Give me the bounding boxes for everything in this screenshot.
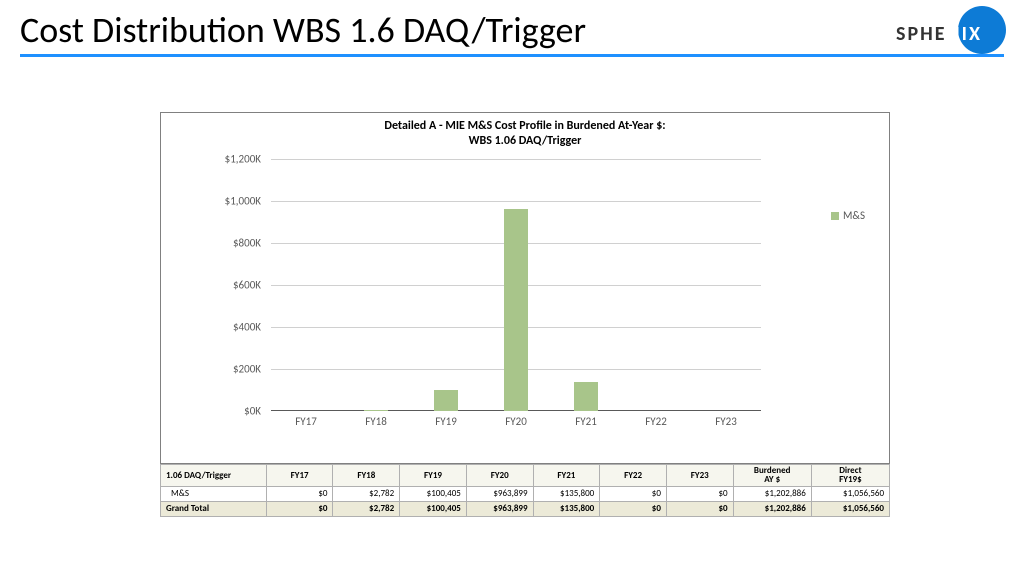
x-tick-label: FY18 <box>351 415 401 428</box>
table-header-caption: 1.06 DAQ/Trigger <box>161 465 267 487</box>
table-header-row: 1.06 DAQ/Trigger FY17FY18FY19FY20FY21FY2… <box>161 465 890 487</box>
table-cell: $1,202,886 <box>733 501 811 516</box>
summary-table: 1.06 DAQ/Trigger FY17FY18FY19FY20FY21FY2… <box>160 464 890 517</box>
bar-FY20 <box>504 209 529 411</box>
table-cell: $1,056,560 <box>811 486 889 501</box>
table-cell: $1,202,886 <box>733 486 811 501</box>
table-cell: $100,405 <box>400 486 467 501</box>
chart-title-line2: WBS 1.06 DAQ/Trigger <box>469 134 582 148</box>
y-tick-label: $1,000K <box>201 195 261 208</box>
table-row-grand-total: Grand Total$0$2,782$100,405$963,899$135,… <box>161 501 890 516</box>
y-tick-label: $200K <box>201 363 261 376</box>
row-label: M&S <box>161 486 267 501</box>
page-title: Cost Distribution WBS 1.6 DAQ/Trigger <box>20 8 1004 52</box>
slide-header: Cost Distribution WBS 1.6 DAQ/Trigger SP… <box>0 0 1024 61</box>
legend-swatch-icon <box>831 212 839 220</box>
table-cell: $1,056,560 <box>811 501 889 516</box>
table-cell: $963,899 <box>466 501 533 516</box>
table-cell: $135,800 <box>533 486 600 501</box>
y-tick-label: $0K <box>201 405 261 418</box>
grid-line <box>271 201 761 202</box>
legend-label: M&S <box>843 209 865 222</box>
table-cell: $135,800 <box>533 501 600 516</box>
logo-text-b: NIX <box>946 22 982 46</box>
y-tick-label: $1,200K <box>201 153 261 166</box>
table-header-cell: FY17 <box>266 465 333 487</box>
chart-container: Detailed A - MIE M&S Cost Profile in Bur… <box>160 112 890 464</box>
table-cell: $0 <box>266 486 333 501</box>
bar-FY19 <box>434 390 459 411</box>
title-underline <box>20 54 1004 57</box>
table-header-cell: BurdenedAY $ <box>733 465 811 487</box>
table-cell: $0 <box>600 486 667 501</box>
chart-title-line1: Detailed A - MIE M&S Cost Profile in Bur… <box>384 119 665 133</box>
table-cell: $2,782 <box>333 486 400 501</box>
x-tick-label: FY23 <box>701 415 751 428</box>
table-cell: $963,899 <box>466 486 533 501</box>
chart-plot-area: $0K$200K$400K$600K$800K$1,000K$1,200K <box>271 159 761 411</box>
sphenix-logo: SPHENIX <box>866 8 1006 56</box>
y-tick-label: $400K <box>201 321 261 334</box>
y-tick-label: $600K <box>201 279 261 292</box>
x-tick-label: FY20 <box>491 415 541 428</box>
table-body: M&S$0$2,782$100,405$963,899$135,800$0$0$… <box>161 486 890 516</box>
table-header-cell: FY20 <box>466 465 533 487</box>
chart-title: Detailed A - MIE M&S Cost Profile in Bur… <box>161 113 889 149</box>
table-header-cell: FY18 <box>333 465 400 487</box>
logo-text: SPHENIX <box>896 22 982 46</box>
x-tick-label: FY19 <box>421 415 471 428</box>
table-row: M&S$0$2,782$100,405$963,899$135,800$0$0$… <box>161 486 890 501</box>
grid-line <box>271 159 761 160</box>
chart-legend: M&S <box>831 209 865 222</box>
table-header-cell: DirectFY19$ <box>811 465 889 487</box>
y-tick-label: $800K <box>201 237 261 250</box>
table-cell: $0 <box>666 486 733 501</box>
table-cell: $0 <box>266 501 333 516</box>
x-tick-label: FY22 <box>631 415 681 428</box>
logo-text-a: SPHE <box>896 22 946 46</box>
table-header-cell: FY22 <box>600 465 667 487</box>
x-tick-label: FY21 <box>561 415 611 428</box>
table-cell: $0 <box>600 501 667 516</box>
table-cell: $100,405 <box>400 501 467 516</box>
table-cell: $0 <box>666 501 733 516</box>
x-tick-label: FY17 <box>281 415 331 428</box>
table-header-cell: FY23 <box>666 465 733 487</box>
table-header-cell: FY21 <box>533 465 600 487</box>
row-label: Grand Total <box>161 501 267 516</box>
bar-FY21 <box>574 382 599 411</box>
bar-FY18 <box>364 410 389 411</box>
table-header-cell: FY19 <box>400 465 467 487</box>
table-cell: $2,782 <box>333 501 400 516</box>
